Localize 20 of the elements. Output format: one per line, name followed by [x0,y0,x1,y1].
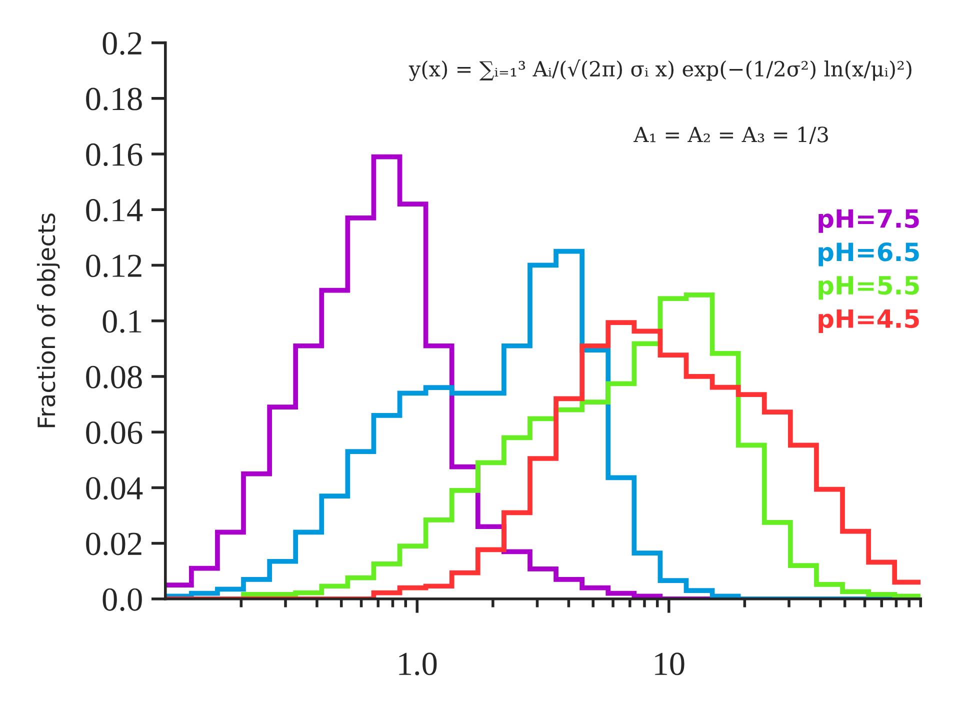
x-tick-label: 10 [655,652,684,676]
y-tick-label: 0.12 [86,254,142,278]
y-tick-label: 0.14 [86,199,143,222]
annotation: A₁ = A₂ = A₃ = 1/3 [634,126,828,144]
text: pH=7.5 [818,209,919,233]
y-tick-label: 0.1 [102,310,142,333]
text: pH=6.5 [818,242,919,266]
annotation: y(x) = ∑ᵢ₌₁³ Aᵢ/(√(2π) σᵢ x) exp(−(1/2σ²) ln(x/μᵢ)²) [408,59,912,81]
y-tick-label: 0.08 [86,366,142,389]
y-tick-label: 0.18 [86,88,142,110]
y-tick-label: 0.0 [102,588,142,611]
x-tick-label: 1.0 [399,652,437,676]
y-axis-title: Fraction of objects [36,213,60,428]
y-tick-label: 0.02 [86,532,142,556]
text: pH=4.5 [818,310,919,333]
text: pH=5.5 [818,276,919,300]
y-tick-label: 0.06 [86,421,142,444]
y-tick-label: 0.04 [86,477,143,500]
y-tick-label: 0.16 [86,143,142,166]
y-tick-label: 0.2 [102,32,142,55]
